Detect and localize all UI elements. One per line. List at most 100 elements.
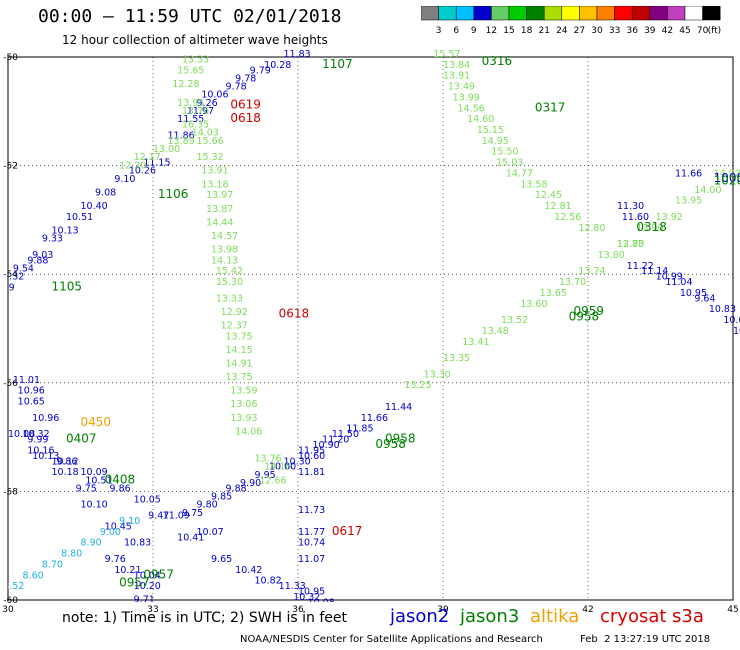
swh-value: 13.95 [675,196,702,207]
swh-value: 11.55 [177,114,204,125]
sat-label-jason3: jason3 [460,606,520,627]
swh-value: 9.75 [182,508,203,519]
swh-value: 10.51 [85,475,112,486]
swh-value: 10.13 [52,225,79,236]
swh-value: 8.60 [23,570,44,581]
sat-label-jason2: jason2 [390,606,450,627]
swh-value: 13.91 [201,166,228,177]
swh-value: 14.60 [467,114,494,125]
swh-value: 13.75 [226,372,253,383]
swh-value: 9.75 [76,483,97,494]
x-tick-label: 45 [727,605,738,615]
legend-label: 42 [662,26,673,36]
swh-value: 9.76 [105,554,126,565]
swh-value: 13.33 [182,54,209,65]
swh-value: 13.52 [501,315,528,326]
swh-value: 12.66 [259,475,286,486]
y-tick-label: -56 [3,379,18,389]
swh-value: 11.30 [617,201,644,212]
swh-value: 10.09 [81,467,108,478]
map-frame [7,56,734,601]
swh-value: 11.60 [622,212,649,223]
swh-value: 14.57 [211,231,238,242]
swh-value: 9.54 [13,263,34,274]
swh-value: 11.14 [641,266,668,277]
swh-value: 10.41 [177,532,204,543]
legend-swatch [702,6,721,21]
swh-value: 10.99 [656,272,683,283]
swh-value: 10.83 [124,538,151,549]
swh-value: 9.80 [197,500,218,511]
swh-value: 10.30 [284,456,311,467]
x-tick-label: 42 [582,605,593,615]
x-tick-label: 39 [437,605,449,615]
swh-value: 11.81 [298,467,325,478]
swh-value: 10.10 [81,500,108,511]
swh-value: 14.02 [714,168,740,179]
swh-value: 9.64 [694,293,715,304]
legend-label: 3 [436,26,442,36]
x-tick-label: 36 [292,605,304,615]
swh-value: 11.50 [332,429,359,440]
swh-value: 13.59 [230,386,257,397]
swh-value: 14.16 [264,462,291,473]
pass-time-label: 0959 [574,304,605,318]
swh-value: 9.39 [0,282,15,293]
swh-value: 15.03 [496,158,523,169]
pass-time-label: 1000 [714,171,740,185]
y-tick-label: -52 [3,162,18,172]
swh-value: 13.91 [443,71,470,82]
swh-value: 13.18 [201,179,228,190]
swh-value: 10.07 [197,527,224,538]
legend-label: 9 [471,26,477,36]
swh-value: 10.4 [733,326,740,337]
swh-value: 13.58 [520,179,547,190]
swh-value: 14.56 [458,103,485,114]
swh-value: 11.77 [298,527,325,538]
swh-value: 11.83 [284,49,311,60]
swh-value: 10.08 [308,597,335,608]
swh-value: 12.28 [172,79,199,90]
swh-value: 10.40 [81,201,108,212]
swh-value: 15.32 [197,152,224,163]
swh-value: 9.65 [211,554,232,565]
legend-label: 45 [679,26,690,36]
swh-value: 13.95 [177,98,204,109]
swh-value: 9.90 [240,478,261,489]
pass-time-label: 0958 [385,432,416,446]
swh-value: 10.00 [269,462,296,473]
swh-value: 13.93 [230,413,257,424]
y-tick-label: -58 [3,487,18,497]
swh-value: 15.50 [491,147,518,158]
swh-value: 12.70 [617,239,644,250]
swh-value: 13.97 [206,190,233,201]
swh-value: 10.51 [66,212,93,223]
swh-value: 11.95 [298,445,325,456]
swh-value: 10.12 [52,456,79,467]
swh-value: 10.32 [293,592,320,603]
sat-label-s3a: s3a [672,606,704,627]
swh-value: 9.79 [250,65,271,76]
swh-value: 14.13 [211,255,238,266]
swh-value: 9.33 [42,234,63,245]
pass-time-label: 0618 [279,307,310,321]
swh-value: 13.00 [153,144,180,155]
swh-value: 9.95 [255,470,276,481]
swh-value: 11.04 [665,277,692,288]
legend-label: 24 [556,26,568,36]
swh-value: 13.65 [540,288,567,299]
color-legend: 3 6 9 12 15 18 21 24 27 30 33 36 39 42 45 70 (ft) [421,6,721,36]
swh-value: 9.78 [226,82,247,93]
swh-value: 13.33 [216,293,243,304]
swh-value: 9.08 [95,187,116,198]
swh-value: 14.95 [482,136,509,147]
legend-label: 30 [591,26,603,36]
swh-value: 10.32 [23,429,50,440]
swh-value: 12.17 [134,152,161,163]
swh-value: 15.66 [197,136,224,147]
legend-label: 70 [697,26,709,36]
x-tick-label: 33 [147,605,158,615]
swh-value: 14.06 [235,426,262,437]
swh-value: 15.65 [177,65,204,76]
swh-value: 11.85 [346,424,373,435]
